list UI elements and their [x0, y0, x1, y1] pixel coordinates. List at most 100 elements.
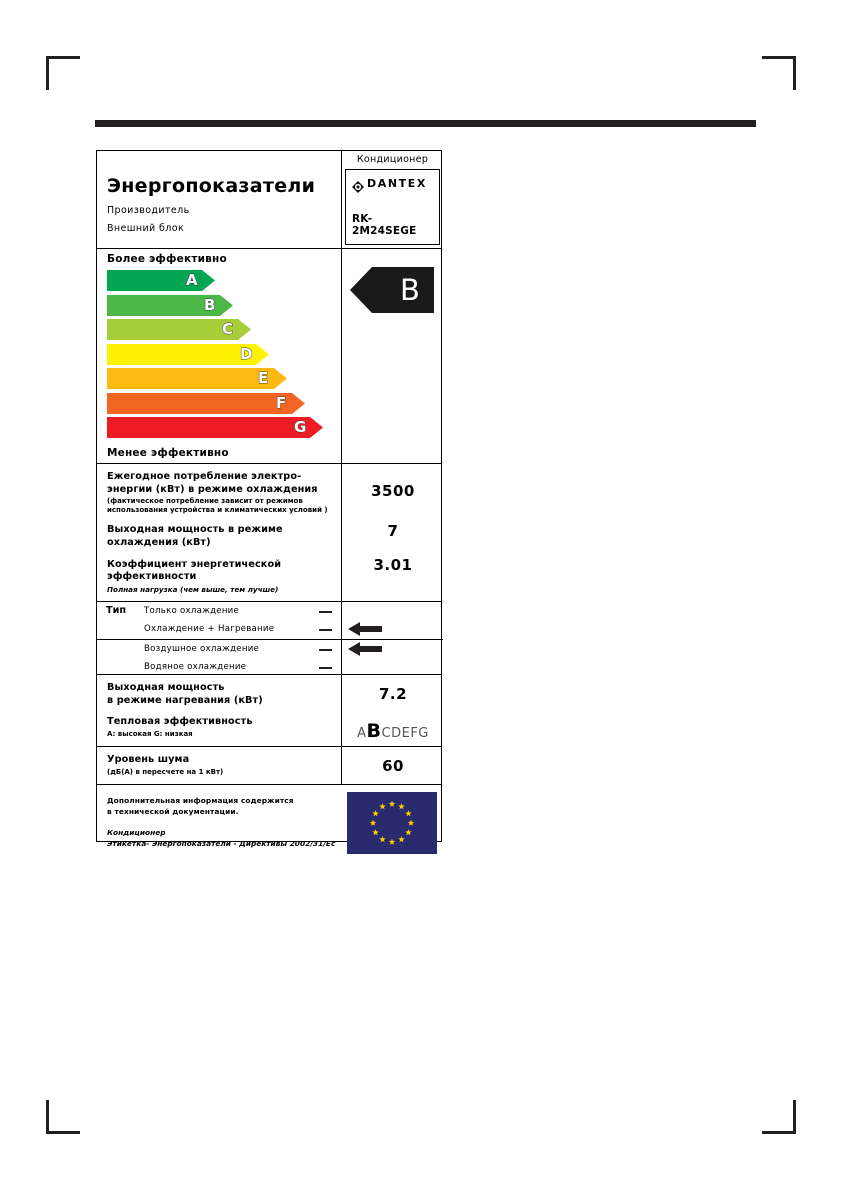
data-row: Выходная мощность в режиме нагревания (кВ… — [107, 682, 333, 707]
label-footer: Дополнительная информация содержится в т… — [97, 785, 441, 863]
data-row-note: Полная нагрузка (чем выше, тем лучше) — [107, 584, 279, 594]
data-row: Тепловая эффективность A: высокая G: низк… — [107, 716, 333, 739]
efficiency-arrow-e: E — [107, 368, 341, 389]
less-efficient-label: Менее эффективно — [107, 447, 229, 459]
eu-flag-icon — [347, 791, 437, 854]
label-header-right: Кондиционер DANTEX RK-2M24SEGE — [341, 151, 443, 248]
efficiency-arrow-f: F — [107, 392, 341, 414]
noise-value: 60 — [382, 757, 404, 776]
scale-letter: F — [410, 726, 419, 742]
noise-block: Уровень шума (дБ(А) в пересчете на 1 кВт… — [97, 747, 441, 785]
data-row-value: 7.2 — [378, 685, 408, 704]
noise-value-cell: 60 — [341, 747, 443, 784]
appliance-type-label: Кондиционер — [356, 154, 429, 165]
label-header-left: Энергопоказатели Производитель Внешний б… — [97, 151, 341, 248]
heating-data-labels: Выходная мощность в режиме нагревания (кВ… — [97, 675, 341, 746]
data-row: Ежегодное потребление электро-энергии (к… — [107, 471, 333, 515]
type-option-dash — [319, 666, 332, 669]
more-efficient-label: Более эффективно — [107, 253, 227, 265]
dantex-diamond-logo-icon — [352, 178, 364, 193]
data-row-title: Тепловая эффективность — [107, 716, 253, 728]
crop-mark-bottom-left — [46, 1100, 80, 1134]
type-half-marks — [342, 638, 443, 676]
type-option-label: Водяное охлаждение — [144, 661, 247, 672]
data-row-value: ABCDEFG — [342, 720, 444, 742]
data-row-title: Ежегодное потребление электро-энергии (к… — [107, 471, 318, 495]
type-option-row[interactable]: Только охлаждение — [97, 602, 341, 620]
type-option-row[interactable]: Воздушное охлаждение — [97, 640, 341, 658]
type-half: Тип Только охлаждение Охлаждение + Нагрева… — [97, 602, 341, 639]
type-option-row[interactable]: Охлаждение + Нагревание — [97, 620, 341, 638]
cooling-data-values: 3500 7 3.01 — [341, 464, 443, 602]
data-row-title: Выходная мощность в режиме охлаждения (кВ… — [107, 524, 283, 549]
cooling-data-labels: Ежегодное потребление электро-энергии (к… — [97, 464, 341, 601]
type-option-label: Охлаждение + Нагревание — [144, 624, 275, 635]
noise-title: Уровень шума — [107, 754, 190, 766]
data-row-note: A: высокая G: низкая — [107, 730, 193, 739]
cooling-data-block: Ежегодное потребление электро-энергии (к… — [97, 464, 443, 603]
efficiency-arrow-c: C — [107, 319, 341, 340]
type-option-dash — [319, 611, 332, 614]
scale-letter-selected: B — [366, 720, 382, 743]
label-header: Энергопоказатели Производитель Внешний б… — [97, 151, 441, 249]
type-block: Тип Только охлаждение Охлаждение + Нагрева… — [97, 602, 443, 676]
manufacturer-label: Производитель — [107, 205, 190, 216]
noise-note: (дБ(А) в пересчете на 1 кВт) — [107, 767, 224, 776]
type-options: Тип Только охлаждение Охлаждение + Нагрева… — [97, 602, 341, 674]
efficiency-arrow-letter: G — [294, 418, 307, 437]
footer-directive: Этикетка- Энергопоказатели - Директивы 2… — [107, 839, 336, 849]
efficiency-arrow-letter: F — [276, 393, 287, 412]
data-row-note: (фактическое потребление зависит от режи… — [107, 497, 328, 515]
scale-letter: E — [401, 726, 411, 742]
page-title: Энергопоказатели — [107, 175, 316, 197]
footer-appliance: Кондиционер — [107, 827, 166, 837]
info-line-2: в технической документации. — [107, 807, 239, 817]
selected-class-badge: B — [350, 267, 434, 313]
scale-letter: C — [381, 726, 392, 742]
type-half-marks — [342, 602, 443, 639]
data-row: Выходная мощность в режиме охлаждения (кВ… — [107, 524, 333, 549]
noise-labels: Уровень шума (дБ(А) в пересчете на 1 кВт… — [97, 747, 341, 784]
info-line-1: Дополнительная информация содержится — [107, 795, 294, 805]
heating-data-block: Выходная мощность в режиме нагревания (кВ… — [97, 675, 444, 748]
efficiency-arrow-b: B — [107, 294, 341, 316]
brand-name: DANTEX — [367, 177, 427, 190]
energy-label: Энергопоказатели Производитель Внешний б… — [96, 150, 444, 854]
crop-mark-top-left — [46, 56, 80, 90]
type-option-dash — [319, 648, 332, 651]
type-selected-arrow-icon — [348, 621, 382, 637]
data-row-title: Выходная мощность в режиме нагревания (кВ… — [107, 682, 263, 706]
type-option-row[interactable]: Водяное охлаждение — [97, 658, 341, 676]
model-number: RK-2M24SEGE — [352, 213, 417, 237]
brand-row: DANTEX — [352, 177, 435, 193]
efficiency-arrow-letter: A — [186, 271, 198, 290]
efficiency-arrow-letter: B — [204, 295, 216, 314]
data-row: Коэффициент энергетической эффективности П… — [107, 559, 333, 595]
type-half: Воздушное охлаждение Водяное охлаждение — [97, 638, 341, 676]
data-row-value: 3500 — [371, 482, 415, 500]
selected-class-letter: B — [400, 273, 420, 307]
type-selected-arrow-icon — [348, 641, 382, 657]
noise-row: Уровень шума (дБ(А) в пересчете на 1 кВт… — [107, 754, 333, 777]
efficiency-arrow-letter: C — [222, 320, 234, 339]
type-option-label: Только охлаждение — [144, 606, 240, 617]
type-label: Тип — [106, 605, 127, 617]
scale-letter: G — [418, 726, 429, 742]
efficiency-arrow-g: G — [107, 417, 341, 438]
efficiency-arrow-a: A — [107, 270, 341, 291]
scale-letter: D — [391, 726, 402, 742]
brand-box: DANTEX RK-2M24SEGE — [345, 169, 440, 245]
type-option-dash — [319, 629, 332, 632]
efficiency-arrow-letter: E — [258, 369, 269, 388]
data-row-title: Коэффициент энергетической эффективности — [107, 558, 282, 583]
crop-mark-bottom-right — [762, 1100, 796, 1134]
efficiency-arrow-d: D — [107, 343, 341, 365]
scale-letter: A — [357, 726, 367, 742]
data-row-value: 3.01 — [373, 556, 413, 574]
type-marks — [341, 602, 443, 676]
header-rule — [95, 120, 756, 127]
